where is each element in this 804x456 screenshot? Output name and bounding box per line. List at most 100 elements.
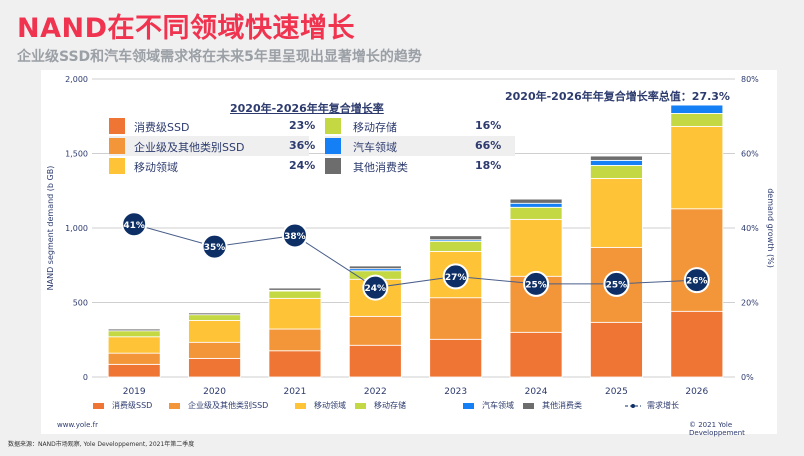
growth-label: 27%: [445, 273, 467, 283]
cagr-label: 企业级及其他类别SSD: [134, 141, 245, 154]
growth-label: 25%: [525, 280, 547, 290]
bar-segment: [107, 336, 161, 354]
bar-segment: [670, 125, 724, 210]
bar-segment: [509, 331, 563, 378]
cagr-row: 消费级SSD 23%: [109, 116, 315, 136]
page-title: NAND在不同领域快速增长: [17, 13, 356, 44]
bar-segment: [268, 290, 322, 299]
y-tick-label: 1,500: [65, 150, 88, 159]
growth-line: [134, 223, 697, 289]
website-text: www.yole.fr: [57, 421, 99, 429]
growth-point: [121, 211, 148, 238]
y2-tick-label: 80%: [741, 75, 759, 84]
growth-point: [362, 274, 389, 301]
cagr-value: 16%: [475, 119, 502, 132]
legend-label: 消费级SSD: [112, 401, 153, 410]
bar-segment: [429, 235, 483, 241]
cagr-row: 企业级及其他类别SSD 36%: [109, 136, 315, 156]
legend-swatch: [325, 158, 341, 174]
x-tick-label: 2023: [444, 387, 467, 397]
legend-item: 消费级SSD: [93, 400, 152, 411]
legend-swatch: [169, 402, 180, 409]
bar-segment: [348, 265, 402, 270]
legend-swatch: [109, 158, 125, 174]
bar-segment: [107, 328, 161, 332]
legend-swatch: [463, 402, 474, 409]
cagr-value: 66%: [475, 139, 502, 152]
chart-panel: 0 500 1,000 1,500 2,000 0% 20% 40% 60% 80% NAND se…: [41, 70, 777, 437]
bar-segment: [188, 314, 241, 321]
legend-swatch: [295, 402, 306, 409]
x-tick-label: 2026: [685, 387, 708, 397]
copyright-text: © 2021 Yole Developpement: [689, 421, 745, 437]
growth-label: 26%: [686, 277, 708, 287]
cagr-table-title: 2020年-2026年年复合增长率: [230, 102, 384, 115]
x-tick-label: 2024: [525, 387, 548, 397]
cagr-label: 消费级SSD: [134, 121, 190, 134]
y-axis-label: NAND segment demand (b GB): [46, 166, 55, 291]
bar-segment: [590, 177, 643, 248]
cagr-row: 汽车领域 66%: [325, 136, 515, 156]
y2-tick-label: 60%: [741, 150, 759, 159]
legend-item: 移动存储: [355, 400, 406, 411]
bar-segment: [509, 206, 563, 220]
legend-swatch: [355, 402, 366, 409]
legend-swatch: [325, 138, 341, 154]
bar-segment: [268, 287, 322, 291]
legend-item: 移动领域: [295, 400, 346, 411]
legend-label: 移动领域: [314, 401, 346, 410]
growth-point: [201, 233, 228, 260]
cagr-label: 其他消费类: [353, 161, 408, 174]
cagr-label: 汽车领域: [353, 141, 397, 154]
cagr-row: 移动存储 16%: [325, 116, 515, 136]
growth-point: [281, 222, 308, 249]
bar-segment: [188, 312, 241, 316]
growth-label: 35%: [204, 243, 226, 253]
bar-segment: [268, 328, 322, 352]
bar-segment: [268, 297, 322, 330]
legend-label: 汽车领域: [482, 401, 514, 410]
y2-axis-label: demand growth (%): [766, 188, 775, 268]
bar-segment: [590, 159, 643, 166]
bar-segment: [509, 218, 563, 277]
bar-segment: [509, 202, 563, 208]
bar-segment: [429, 338, 483, 378]
cagr-row: 移动领域 24%: [109, 156, 315, 176]
legend-label: 企业级及其他类别SSD: [188, 401, 269, 410]
x-tick-label: 2025: [605, 387, 628, 397]
line-legend-icon: [625, 403, 641, 408]
bar-segment: [509, 198, 563, 204]
y-tick-label: 500: [73, 299, 88, 308]
legend-swatch: [109, 118, 125, 134]
growth-label: 25%: [606, 280, 628, 290]
cagr-label: 移动领域: [134, 161, 178, 174]
y2-tick-label: 20%: [741, 299, 759, 308]
y-tick-label: 0: [83, 373, 88, 382]
legend-label: 移动存储: [374, 401, 406, 410]
x-tick-label: 2021: [283, 387, 306, 397]
x-tick-label: 2019: [123, 387, 146, 397]
bar-segment: [268, 350, 322, 378]
bar-segment: [670, 104, 724, 114]
growth-point: [442, 263, 469, 290]
bar-segment: [590, 165, 643, 179]
growth-point: [683, 267, 710, 294]
cagr-value: 23%: [289, 119, 316, 132]
bar-segment: [670, 113, 724, 127]
y-tick-label: 1,000: [65, 224, 88, 233]
x-tick-label: 2022: [364, 387, 387, 397]
growth-point: [523, 270, 550, 297]
growth-label: 38%: [284, 232, 306, 242]
bar-segment: [188, 319, 241, 343]
y-tick-label: 2,000: [65, 75, 88, 84]
legend-swatch: [325, 118, 341, 134]
legend-swatch: [109, 138, 125, 154]
bar-segment: [107, 352, 161, 365]
cagr-value: 24%: [289, 159, 316, 172]
legend-swatch: [523, 402, 534, 409]
y2-tick-label: 40%: [741, 224, 759, 233]
page-subtitle: 企业级SSD和汽车领域需求将在未来5年里呈现出显著增长的趋势: [17, 49, 422, 65]
bar-segment: [107, 363, 161, 378]
source-note: 数据来源：NAND市场观察, Yole Developpement, 2021年…: [8, 441, 195, 448]
bar-segment: [107, 330, 161, 338]
